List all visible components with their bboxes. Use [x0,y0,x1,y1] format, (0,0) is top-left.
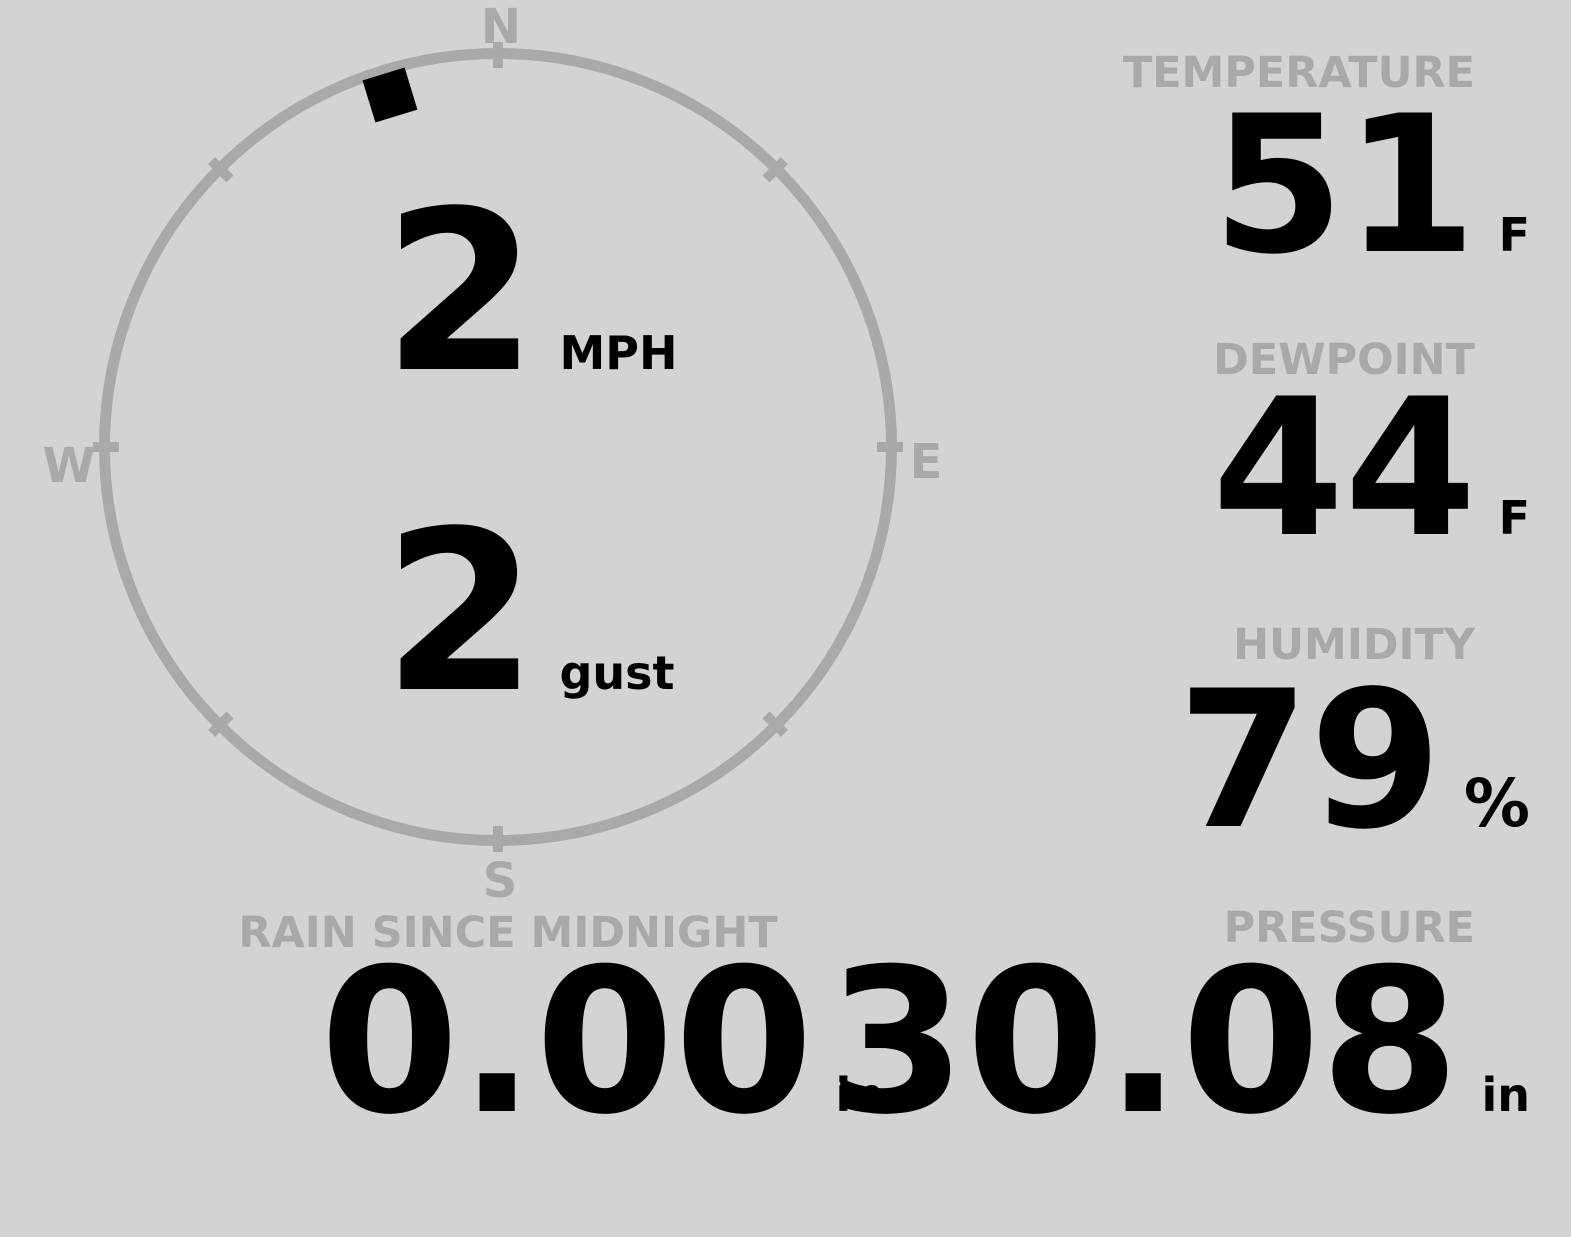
cardinal-south: S [482,853,518,909]
dewpoint-row: 44 F [1212,374,1530,564]
humidity-unit: % [1463,765,1530,842]
dewpoint-label: DEWPOINT [1213,335,1475,385]
dewpoint-value: 44 [1212,358,1477,579]
rain-label: RAIN SINCE MIDNIGHT [238,908,778,958]
cardinal-east: E [909,434,943,490]
rain-row: 0.00 in [320,943,884,1143]
pressure-row: 30.08 in [827,943,1530,1143]
dewpoint-unit: F [1498,491,1530,545]
wind-speed-row: 2 MPH [383,182,677,404]
cardinal-north: N [480,0,522,55]
rain-value: 0.00 [320,926,814,1159]
compass-tick-w [93,442,119,452]
humidity-label: HUMIDITY [1233,620,1475,670]
temperature-unit: F [1498,208,1530,262]
compass-tick-e [877,442,903,452]
wind-gust-row: 2 gust [383,502,675,724]
wind-gust-unit: gust [559,646,675,700]
wind-gust-value: 2 [383,484,538,742]
pressure-unit: in [1481,1068,1530,1122]
compass-tick-s [493,826,503,852]
pressure-value: 30.08 [826,926,1460,1159]
temperature-row: 51 F [1212,91,1530,281]
temperature-label: TEMPERATURE [1122,48,1475,98]
rain-unit: in [835,1068,884,1122]
wind-speed-unit: MPH [559,326,678,380]
temperature-value: 51 [1212,75,1477,296]
wind-speed-value: 2 [383,164,538,422]
cardinal-west: W [42,438,96,494]
humidity-row: 79 % [1177,666,1530,856]
humidity-value: 79 [1177,650,1442,871]
pressure-label: PRESSURE [1223,903,1475,953]
compass-tick-n [493,42,503,68]
